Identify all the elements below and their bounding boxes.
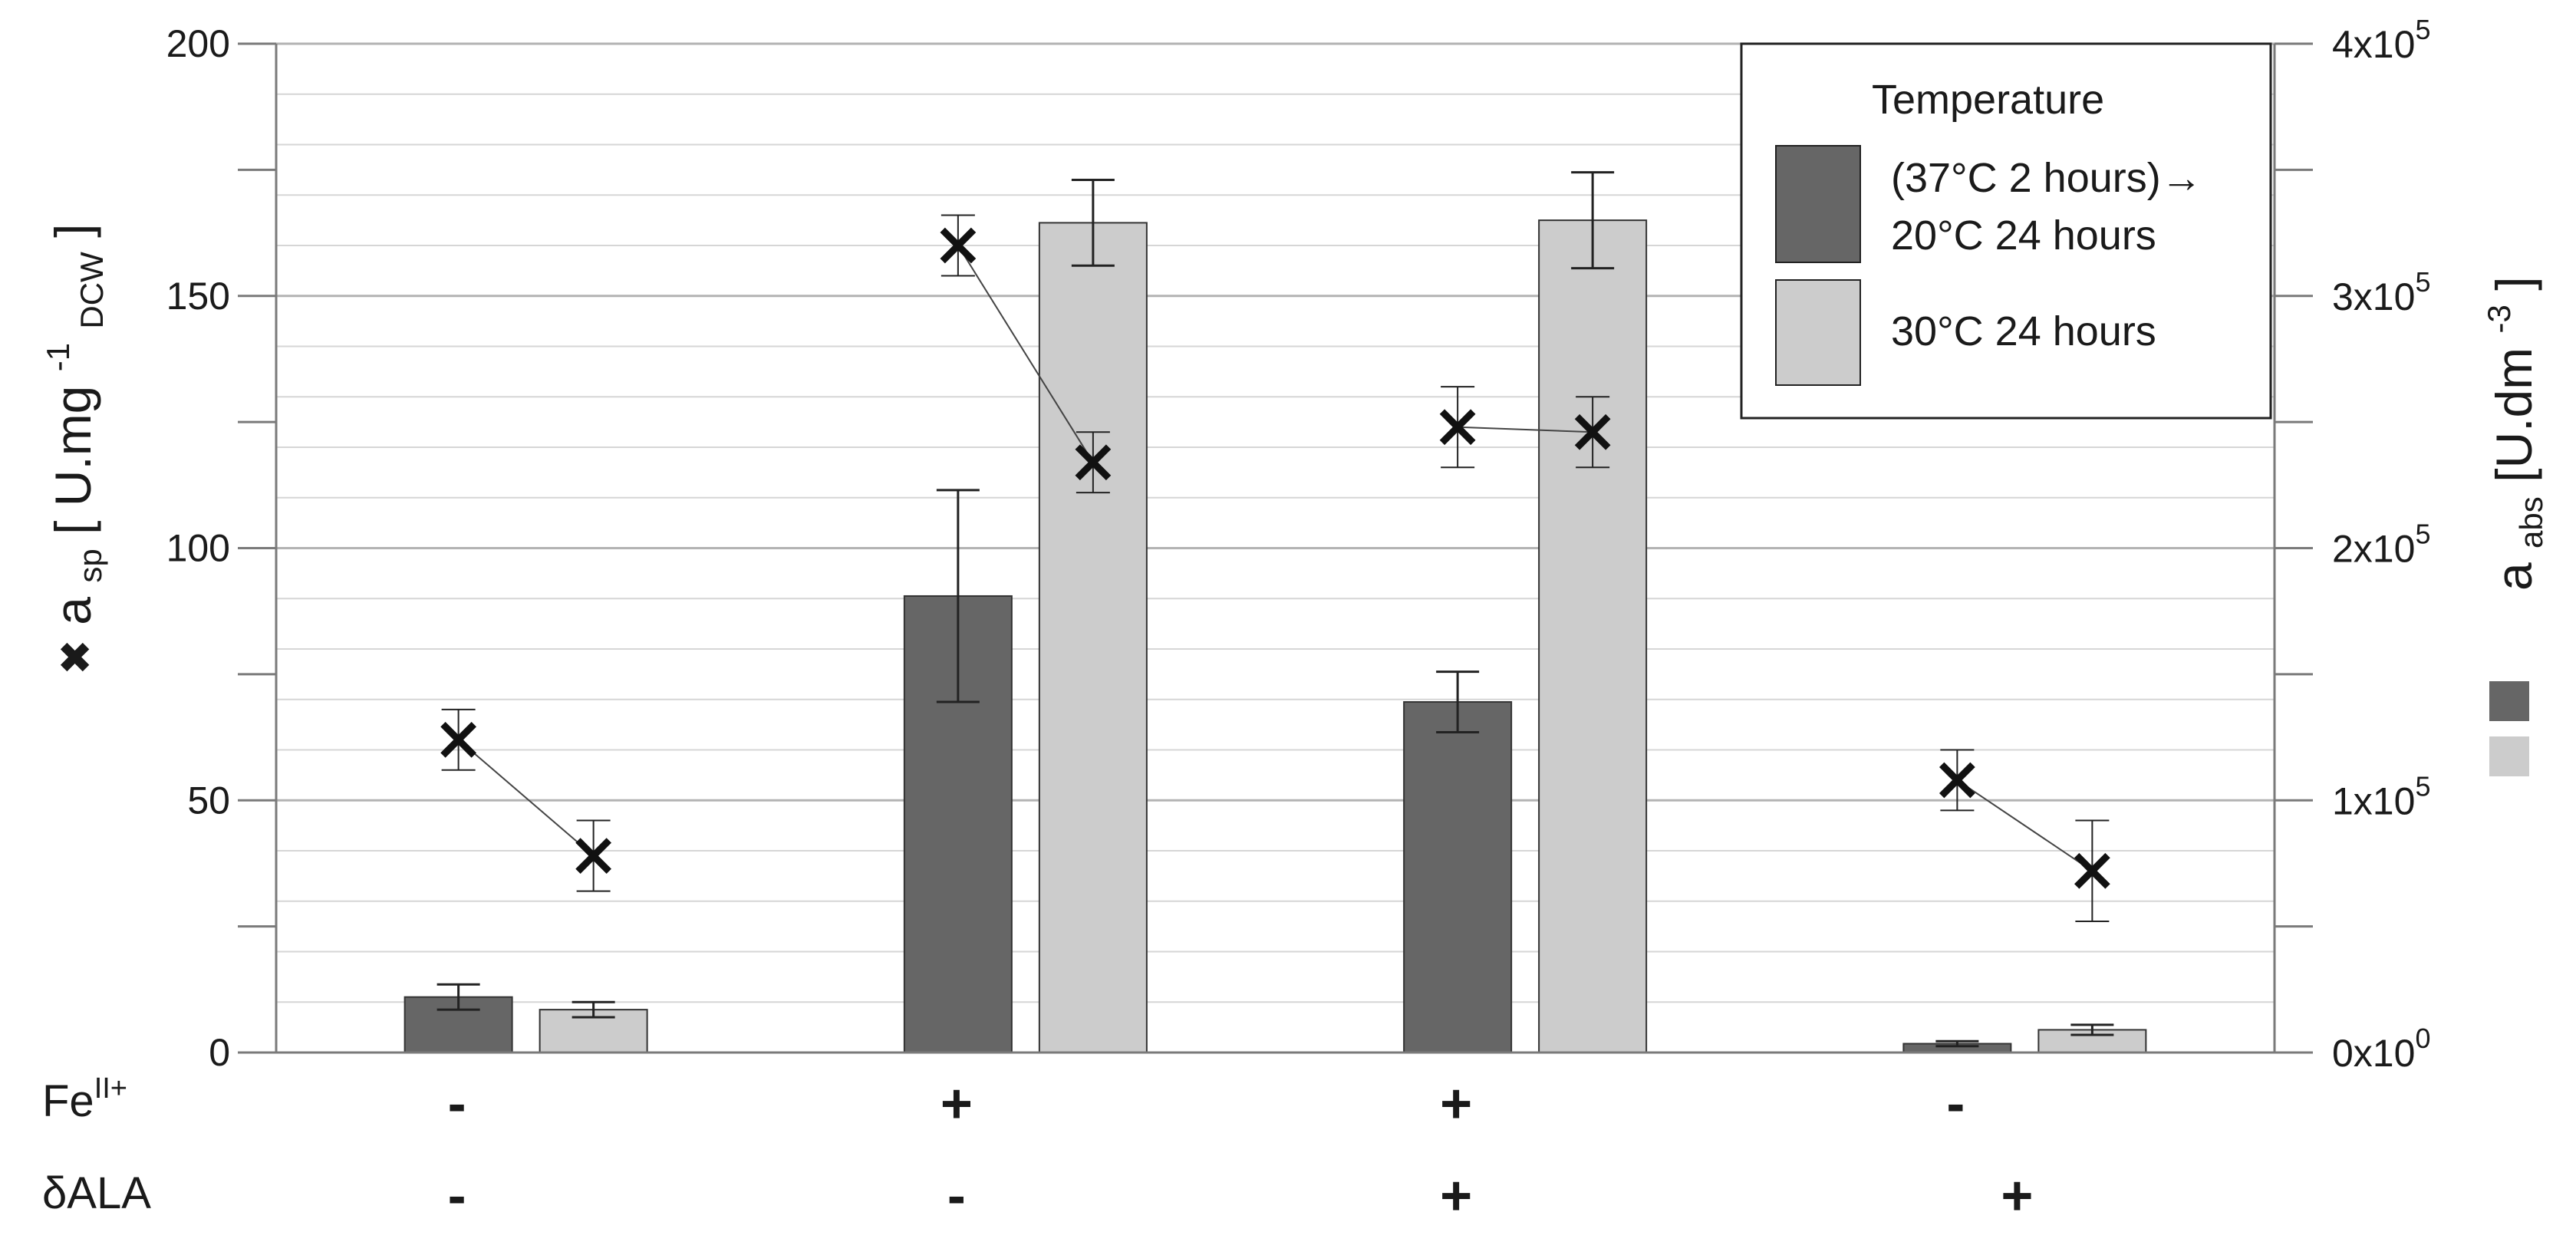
left-axis-label-sub2: DCW xyxy=(74,252,110,329)
tick-labels: 0 50 100 150 200 0x100 1x105 2x105 3x105 4x105 xyxy=(166,14,2431,1075)
marker-connector xyxy=(1458,426,1593,433)
factor-sign: - xyxy=(448,1073,466,1135)
marker-x xyxy=(575,838,611,874)
left-axis-label-sup: -1 xyxy=(40,343,76,371)
left-axis-title: ✖ a sp [ U.mg -1 DCW ] xyxy=(23,224,114,675)
legend: Temperature (37°C 2 hours)→ 20°C 24 hour… xyxy=(1740,42,2272,420)
marker-x-stroke xyxy=(1939,762,1975,799)
bar xyxy=(1038,222,1148,1054)
right-axis-label-sub: abs xyxy=(2513,496,2549,549)
marker-connector xyxy=(957,245,1094,463)
right-axis-label-end: ] xyxy=(2485,276,2542,290)
marker-x-stroke xyxy=(1439,409,1476,446)
right-tick-label: 2x105 xyxy=(2332,519,2430,571)
left-axis-label-sub: sp xyxy=(72,549,108,582)
factor-sign: - xyxy=(1946,1073,1965,1135)
marker-x xyxy=(940,227,977,264)
marker-x-stroke xyxy=(2074,852,2110,889)
right-axis-label-sup: -3 xyxy=(2481,305,2517,333)
marker-series xyxy=(440,214,2110,923)
factor-sign: - xyxy=(448,1165,466,1227)
left-tick-label: 100 xyxy=(166,527,230,570)
right-axis-label-rest: [U.dm xyxy=(2485,348,2542,483)
factor-label: δALA xyxy=(42,1168,151,1218)
left-axis-label-end: ] xyxy=(44,224,101,238)
legend-label-dark-2: 20°C 24 hours xyxy=(1891,212,2156,259)
marker-x-stroke xyxy=(575,838,611,874)
legend-label-light: 30°C 24 hours xyxy=(1891,308,2156,354)
legend-swatch-light xyxy=(1775,279,1861,386)
marker-x-stroke xyxy=(1574,413,1611,450)
bar xyxy=(1538,219,1648,1053)
marker-x-stroke xyxy=(440,721,476,758)
marker-x xyxy=(2074,852,2110,889)
marker-x xyxy=(1939,762,1975,799)
right-axis-swatch-dark xyxy=(2489,681,2529,721)
left-tick-label: 200 xyxy=(166,22,230,65)
bars xyxy=(404,171,2147,1054)
marker-connector xyxy=(1956,779,2093,872)
marker-x xyxy=(1075,444,1112,481)
left-axis-label-main: a xyxy=(44,597,101,625)
marker-x xyxy=(1574,413,1611,450)
marker-x-stroke xyxy=(1075,444,1112,481)
axes xyxy=(238,42,2313,1054)
factor-label: FeII+ xyxy=(42,1072,127,1126)
left-axis-marker-symbol: ✖ xyxy=(51,639,100,675)
legend-title: Temperature xyxy=(1872,77,2104,123)
left-axis-label-rest: [ U.mg xyxy=(44,386,101,535)
factor-sign: + xyxy=(2001,1165,2033,1227)
right-tick-label: 3x105 xyxy=(2332,266,2430,318)
factor-sign: + xyxy=(1440,1073,1472,1135)
right-axis-title: a abs [U.dm -3 ] xyxy=(2464,276,2553,591)
marker-x xyxy=(1439,409,1476,446)
legend-label-dark-1: (37°C 2 hours)→ xyxy=(1891,155,2202,201)
factor-sign: + xyxy=(940,1073,973,1135)
right-axis-label-main: a xyxy=(2485,562,2542,591)
right-tick-label: 1x105 xyxy=(2332,770,2430,822)
left-tick-label: 150 xyxy=(166,275,230,318)
factor-sign: - xyxy=(947,1165,966,1227)
marker-x-stroke xyxy=(940,227,977,264)
factor-table: FeII+ - + + -δALA - - + + xyxy=(42,1072,2033,1227)
marker-x xyxy=(440,721,476,758)
legend-swatch-dark xyxy=(1775,145,1861,263)
right-tick-label: 0x100 xyxy=(2332,1023,2430,1075)
right-axis-swatch-light xyxy=(2489,736,2529,776)
left-tick-label: 0 xyxy=(209,1031,230,1074)
factor-sign: + xyxy=(1440,1165,1472,1227)
bar xyxy=(1403,701,1513,1053)
marker-connector xyxy=(457,739,595,857)
left-tick-label: 50 xyxy=(187,779,230,822)
right-tick-label: 4x105 xyxy=(2332,14,2430,66)
